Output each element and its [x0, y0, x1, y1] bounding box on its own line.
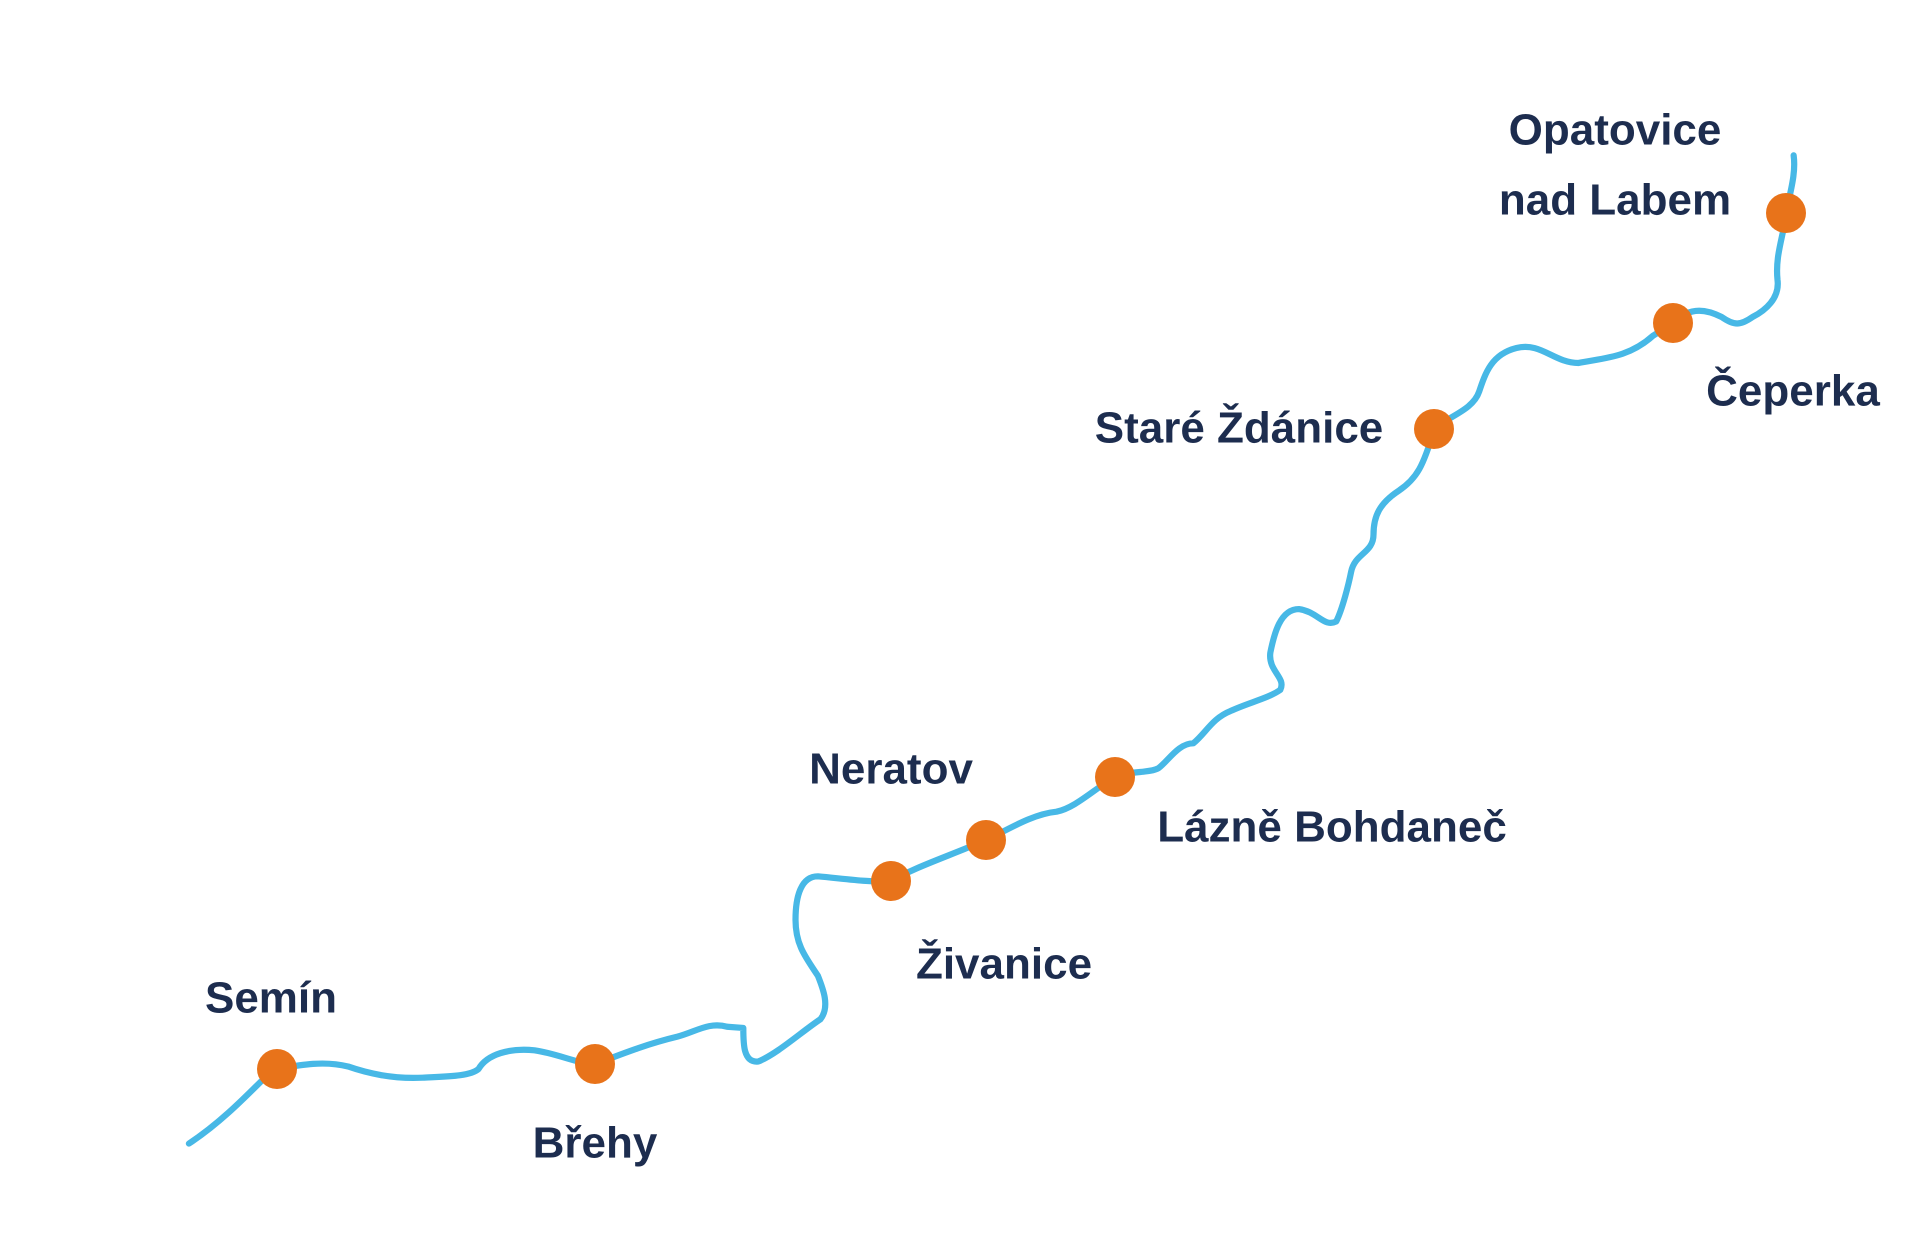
- place-dot: [1095, 757, 1135, 797]
- place-dot: [1653, 303, 1693, 343]
- place-label: Staré Ždánice: [1095, 403, 1384, 453]
- place-label: Opatovice: [1509, 106, 1722, 155]
- place-dot: [871, 861, 911, 901]
- place-label: Lázně Bohdaneč: [1157, 803, 1507, 852]
- place-label: Semín: [205, 974, 337, 1023]
- place-dot: [1414, 409, 1454, 449]
- place-dot: [257, 1049, 297, 1089]
- place-label: Živanice: [916, 939, 1092, 989]
- place-dot: [1766, 193, 1806, 233]
- place-label: Břehy: [533, 1119, 658, 1168]
- place-label: nad Labem: [1499, 176, 1731, 225]
- place-dot: [575, 1044, 615, 1084]
- place-dot: [966, 820, 1006, 860]
- place-label: Čeperka: [1706, 365, 1880, 416]
- place-label: Neratov: [809, 745, 973, 794]
